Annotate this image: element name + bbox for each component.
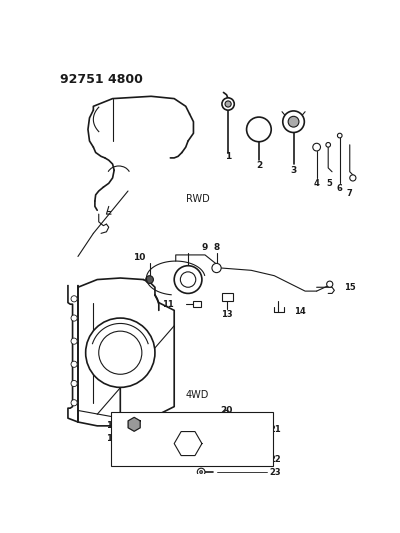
Text: 19: 19 (137, 445, 149, 454)
Text: 92751 4800: 92751 4800 (60, 73, 143, 86)
Text: 16: 16 (106, 422, 118, 430)
Circle shape (327, 281, 333, 287)
Polygon shape (128, 417, 140, 431)
Circle shape (86, 318, 155, 387)
Circle shape (146, 276, 154, 284)
Text: 1: 1 (225, 152, 231, 161)
Circle shape (326, 142, 330, 147)
Circle shape (224, 410, 230, 417)
Text: 4WD: 4WD (186, 390, 209, 400)
Text: 6: 6 (337, 184, 343, 193)
Bar (194, 301, 201, 308)
Circle shape (225, 101, 231, 107)
Text: 15: 15 (344, 283, 355, 292)
Text: 22: 22 (269, 455, 281, 464)
Circle shape (71, 381, 77, 386)
Text: 17: 17 (106, 434, 118, 443)
Text: 5: 5 (327, 179, 333, 188)
Text: 18: 18 (137, 434, 149, 443)
Circle shape (71, 296, 77, 302)
Text: 20: 20 (220, 406, 233, 415)
Text: 2: 2 (256, 161, 262, 170)
Circle shape (350, 175, 356, 181)
Text: 7: 7 (347, 189, 353, 198)
Circle shape (197, 468, 205, 476)
Circle shape (180, 272, 196, 287)
Circle shape (200, 471, 203, 474)
Circle shape (180, 436, 196, 451)
Bar (111, 412, 273, 466)
Circle shape (206, 448, 212, 454)
Circle shape (222, 98, 234, 110)
Circle shape (212, 263, 221, 273)
Circle shape (338, 133, 342, 138)
Text: 13: 13 (222, 310, 233, 319)
Circle shape (151, 441, 159, 449)
Text: 14: 14 (294, 308, 305, 317)
Text: 3: 3 (290, 166, 297, 175)
Circle shape (283, 111, 304, 133)
Circle shape (71, 338, 77, 344)
Circle shape (71, 361, 77, 367)
Text: 11: 11 (162, 300, 174, 309)
Circle shape (215, 454, 220, 459)
Text: 9: 9 (201, 243, 208, 252)
Circle shape (99, 331, 142, 374)
Circle shape (288, 116, 299, 127)
Text: RWD: RWD (186, 193, 210, 204)
Circle shape (174, 430, 202, 457)
Circle shape (313, 143, 320, 151)
Circle shape (71, 315, 77, 321)
Text: 8: 8 (214, 243, 220, 252)
Text: 10: 10 (132, 254, 145, 262)
Text: 21: 21 (269, 425, 281, 434)
Circle shape (246, 117, 271, 142)
Circle shape (147, 438, 163, 453)
Bar (222, 294, 233, 301)
Text: 4: 4 (314, 179, 320, 188)
Text: 23: 23 (269, 467, 280, 477)
Circle shape (71, 400, 77, 406)
Circle shape (174, 265, 202, 294)
